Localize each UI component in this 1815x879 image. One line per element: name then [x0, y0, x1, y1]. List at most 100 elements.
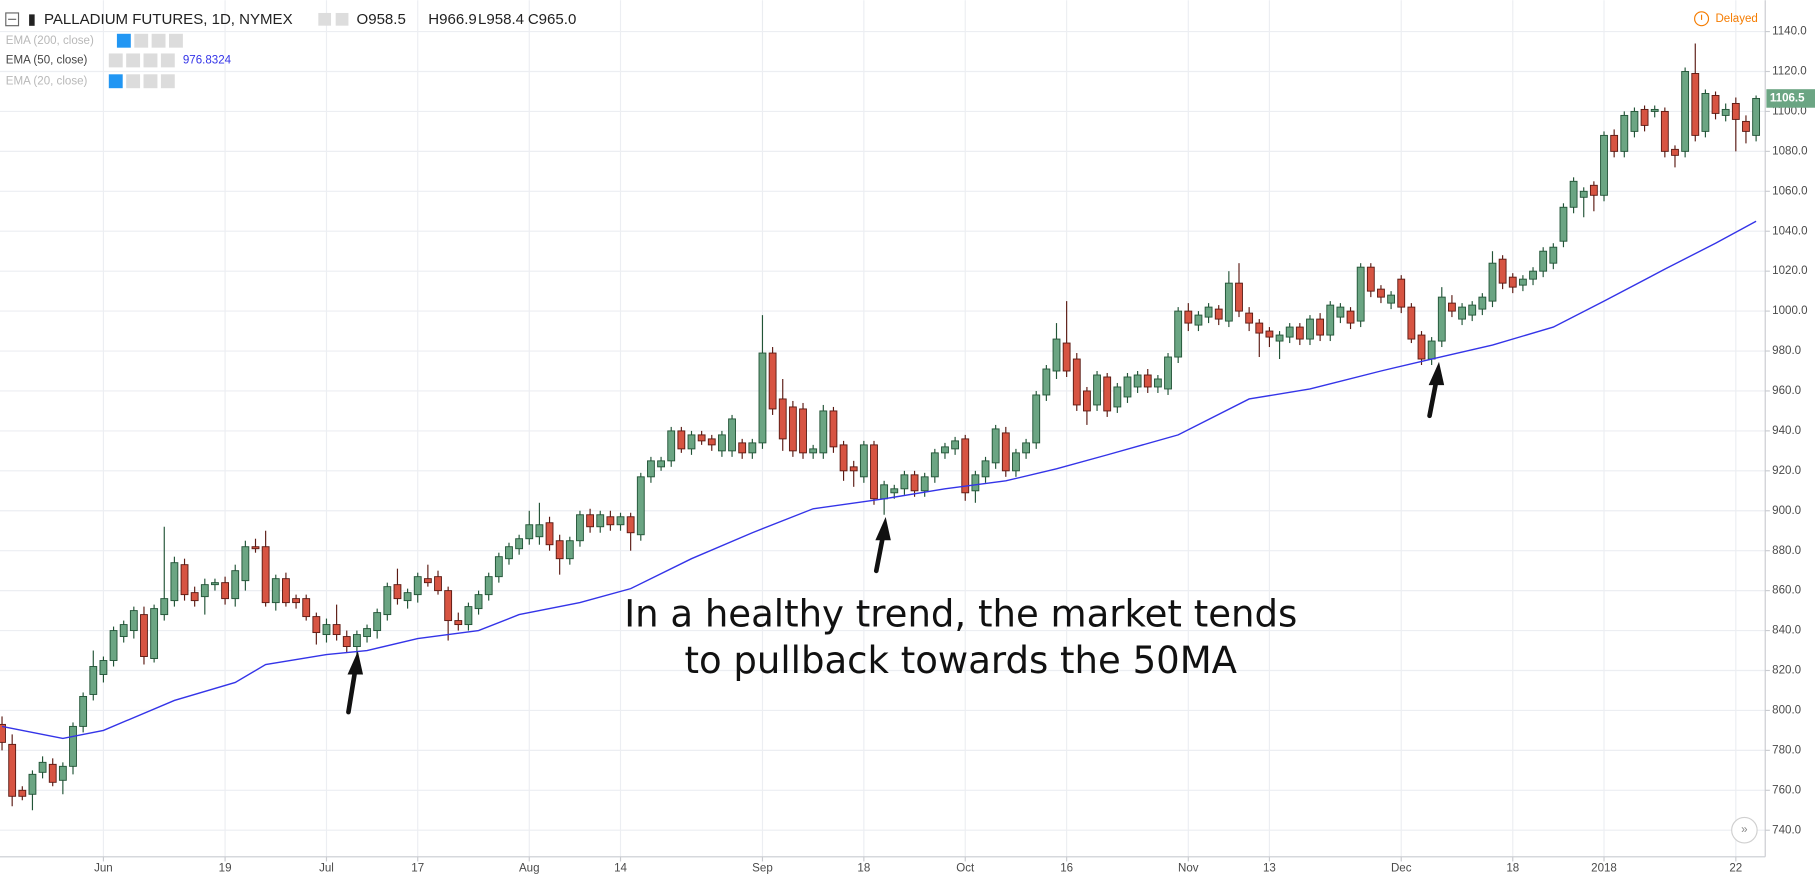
candle-body: [1711, 94, 1720, 114]
candle-body: [555, 540, 564, 560]
candle-body: [1285, 326, 1294, 338]
y-tick-label: 1020.0: [1772, 265, 1807, 277]
candle-body: [596, 514, 605, 528]
candle-body: [0, 723, 6, 743]
candle-body: [1377, 288, 1385, 298]
x-tick-label: Oct: [956, 862, 975, 874]
candle-body: [119, 624, 128, 638]
x-tick-label: Aug: [519, 862, 540, 874]
visibility-button[interactable]: [116, 33, 131, 48]
y-tick-label: 960.0: [1772, 385, 1801, 397]
candle-body: [271, 578, 280, 604]
y-tick-label: 880.0: [1772, 545, 1801, 557]
arrow-head: [875, 516, 891, 541]
candle-body: [1437, 296, 1446, 342]
settings-button[interactable]: [126, 53, 141, 68]
x-tick-label: Dec: [1391, 862, 1412, 874]
status-icon: [1694, 11, 1710, 27]
candle-body: [535, 524, 544, 538]
candle-body: [1356, 266, 1365, 322]
candle-body: [1174, 310, 1183, 358]
candle-body: [48, 763, 57, 783]
candle-body: [758, 352, 767, 444]
candle-body: [1559, 206, 1568, 242]
candle-body: [58, 765, 67, 781]
candle-body: [778, 398, 787, 440]
candle-body: [920, 476, 929, 492]
candle-body: [1255, 322, 1264, 334]
candle-body: [870, 444, 878, 500]
candle-body: [1052, 338, 1061, 372]
candle-body: [880, 484, 889, 500]
scroll-icon: »: [1741, 824, 1747, 836]
candle-body: [515, 538, 524, 550]
candle-body: [971, 474, 980, 492]
x-tick-label: 17: [411, 862, 424, 874]
remove-button[interactable]: [168, 33, 183, 48]
candle-body: [1133, 374, 1142, 388]
candle-body: [170, 562, 179, 602]
visibility-button[interactable]: [108, 74, 123, 89]
candle-body: [1549, 246, 1558, 264]
candle-body: [951, 440, 960, 450]
y-tick-label: 1000.0: [1772, 305, 1807, 317]
symbol-icon: ▮: [28, 11, 36, 28]
settings-button[interactable]: [134, 33, 149, 48]
last-price-label: 1106.5: [1770, 93, 1805, 105]
settings-button[interactable]: [318, 12, 332, 26]
candle-body: [423, 578, 432, 584]
candle-body: [69, 725, 77, 767]
settings-button[interactable]: [126, 74, 141, 89]
low-value: L958.4: [478, 11, 524, 28]
add-button[interactable]: [151, 33, 166, 48]
candle-body: [1488, 262, 1497, 302]
candle-body: [1062, 342, 1071, 372]
candle-body: [1427, 340, 1436, 360]
candle-body: [677, 430, 686, 450]
hide-button[interactable]: [335, 12, 349, 26]
candle-body: [393, 584, 402, 600]
candle-body: [768, 352, 777, 410]
candle-body: [829, 410, 838, 448]
candle-body: [1224, 282, 1233, 322]
y-tick-label: 800.0: [1772, 704, 1801, 716]
x-tick-label: 18: [1506, 862, 1519, 874]
remove-button[interactable]: [160, 53, 175, 68]
x-tick-label: 22: [1729, 862, 1742, 874]
symbol-title: PALLADIUM FUTURES, 1D, NYMEX: [44, 11, 293, 28]
collapse-button[interactable]: [5, 12, 20, 27]
candle-body: [636, 476, 645, 536]
candle-body: [1042, 368, 1051, 396]
candle-body: [981, 460, 990, 478]
candle-body: [728, 418, 736, 452]
scroll-button[interactable]: [1731, 816, 1758, 844]
candle-body: [8, 743, 17, 797]
candle-body: [1640, 108, 1649, 126]
candle-body: [292, 598, 300, 604]
axes: 740.0 760.0 780.0 800.0 820.0 840.0 860.0 880.0…: [94, 26, 1815, 874]
indicator-value: 976.8324: [183, 54, 232, 66]
annotation: In a healthy trend, the market tends: [624, 593, 1297, 636]
candle-body: [1458, 306, 1466, 320]
remove-button[interactable]: [160, 74, 175, 89]
candle-body: [1012, 452, 1020, 472]
y-tick-label: 760.0: [1772, 784, 1801, 796]
ema-line: [1, 220, 1757, 740]
candle-body: [738, 442, 747, 454]
candle-body: [1630, 110, 1639, 132]
candle-body: [251, 546, 260, 550]
add-button[interactable]: [143, 74, 158, 89]
candle-body: [1275, 334, 1284, 342]
candle-body: [1123, 376, 1132, 398]
add-button[interactable]: [143, 53, 158, 68]
candle-body: [1742, 120, 1750, 132]
candle-body: [342, 636, 351, 648]
candle-body: [1336, 306, 1345, 318]
candle-body: [1022, 442, 1030, 454]
candle-body: [1610, 134, 1619, 152]
candle-body: [565, 540, 574, 560]
candle-body: [1083, 390, 1091, 412]
candle-body: [413, 576, 422, 596]
candle-body: [1620, 114, 1629, 152]
visibility-button[interactable]: [108, 53, 123, 68]
